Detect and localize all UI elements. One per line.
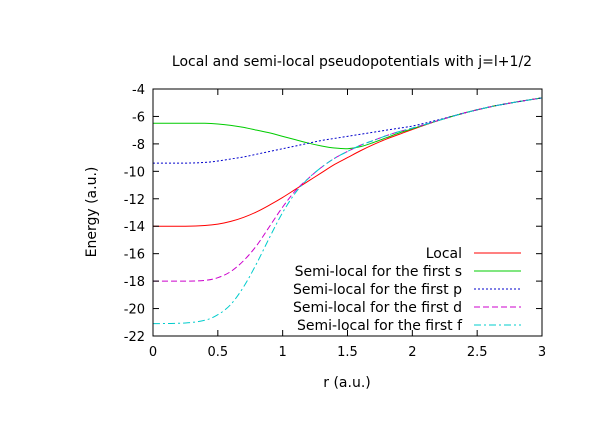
y-tick-label: -4 — [132, 83, 145, 98]
y-tick-label: -14 — [124, 220, 145, 235]
series-line-1 — [152, 97, 543, 227]
legend-label-5: Semi-local for the first f — [297, 318, 463, 334]
y-tick-label: -22 — [124, 330, 145, 345]
legend-label-4: Semi-local for the first d — [293, 300, 462, 316]
x-tick-label: 1 — [279, 345, 287, 360]
series-line-4 — [152, 97, 543, 282]
series-line-3 — [152, 97, 543, 164]
x-tick-label: 0 — [149, 345, 157, 360]
y-tick-label: -10 — [124, 165, 145, 180]
chart-title: Local and semi-local pseudopotentials wi… — [172, 54, 532, 70]
series-line-5 — [152, 97, 543, 325]
x-tick-label: 2 — [408, 345, 416, 360]
y-axis-title: Energy (a.u.) — [84, 167, 100, 258]
series-line-2 — [153, 97, 543, 150]
y-tick-label: -18 — [124, 275, 145, 290]
x-axis: 0 0.5 1 1.5 2 2.5 3 — [149, 89, 546, 360]
plot-area — [152, 97, 543, 325]
plot-frame — [152, 88, 543, 337]
y-tick-label: -12 — [124, 193, 145, 208]
y-tick-label: -20 — [124, 303, 145, 318]
y-tick-label: -6 — [132, 110, 145, 125]
legend: Local Semi-local for the first s Semi-loca… — [293, 246, 521, 334]
x-tick-label: 0.5 — [207, 345, 228, 360]
x-tick-label: 3 — [538, 345, 546, 360]
y-tick-label: -8 — [132, 138, 145, 153]
y-tick-label: -16 — [124, 248, 145, 263]
x-tick-label: 2.5 — [467, 345, 488, 360]
legend-label-3: Semi-local for the first p — [293, 282, 462, 298]
y-axis: -22 -20 -18 -16 -14 -12 -10 -8 -6 -4 — [124, 83, 542, 345]
x-tick-label: 1.5 — [337, 345, 358, 360]
legend-label-1: Local — [426, 246, 462, 262]
legend-label-2: Semi-local for the first s — [295, 264, 462, 280]
x-axis-title: r (a.u.) — [323, 375, 370, 391]
